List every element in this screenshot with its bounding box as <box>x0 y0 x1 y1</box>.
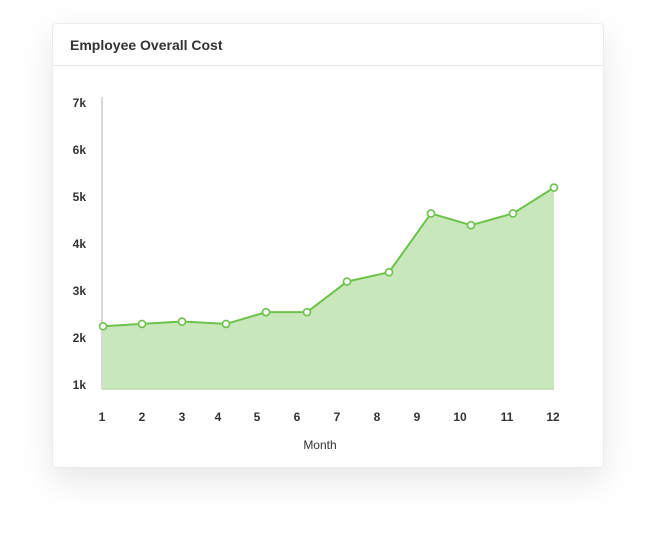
x-tick-label: 11 <box>501 410 514 424</box>
x-tick-label: 12 <box>546 410 560 424</box>
data-point-3 <box>177 317 187 326</box>
y-tick-label: 6k <box>73 143 87 157</box>
y-tick-label: 7k <box>73 96 87 110</box>
y-tick-label: 4k <box>73 237 87 251</box>
data-point-6 <box>302 307 312 317</box>
x-tick-label: 3 <box>179 410 186 424</box>
y-tick-label: 1k <box>73 378 87 392</box>
x-tick-label: 6 <box>294 410 301 424</box>
data-point-8 <box>384 267 394 277</box>
data-point-5 <box>261 307 271 317</box>
x-tick-label: 1 <box>99 410 106 424</box>
y-tick-label: 2k <box>73 331 87 345</box>
card-title: Employee Overall Cost <box>70 36 223 53</box>
data-point-11 <box>508 209 518 218</box>
data-point-7 <box>342 277 352 286</box>
x-axis-title: Month <box>303 438 336 452</box>
series-line <box>102 186 555 328</box>
x-tick-label: 4 <box>215 410 222 424</box>
x-tick-label: 2 <box>139 410 146 424</box>
x-tick-label: 7 <box>334 410 341 424</box>
y-tick-label: 5k <box>73 190 87 204</box>
data-point-4 <box>221 319 231 329</box>
data-point-12 <box>549 183 559 192</box>
data-point-2 <box>137 319 147 329</box>
x-tick-label: 8 <box>374 410 381 424</box>
x-tick-label: 5 <box>254 410 261 424</box>
data-point-1 <box>98 321 108 331</box>
y-tick-label: 3k <box>73 284 87 298</box>
x-tick-label: 10 <box>453 410 467 424</box>
card-header: Employee Overall Cost <box>53 24 603 66</box>
data-point-9 <box>426 209 436 218</box>
x-tick-label: 9 <box>414 410 421 424</box>
series-area <box>103 187 554 389</box>
data-point-10 <box>466 220 476 230</box>
